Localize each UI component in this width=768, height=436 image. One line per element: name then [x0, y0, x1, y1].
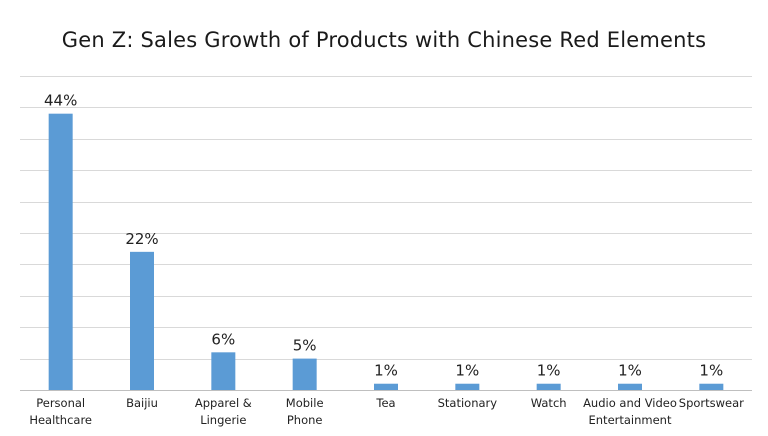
data-label: 44% — [44, 92, 77, 110]
data-label: 5% — [293, 337, 317, 355]
bar — [455, 383, 480, 390]
bars — [48, 113, 724, 391]
category-label: Stationary — [438, 396, 498, 410]
category-label: Tea — [375, 396, 395, 410]
bar — [618, 383, 642, 390]
category-label: Watch — [531, 396, 567, 410]
category-label: Apparel & Lingerie — [195, 396, 252, 427]
bar — [374, 383, 398, 390]
data-label: 1% — [374, 362, 398, 380]
bar — [292, 358, 317, 390]
chart-title: Gen Z: Sales Growth of Products with Chi… — [61, 28, 707, 52]
bar — [211, 352, 236, 390]
bar — [48, 113, 73, 391]
data-label: 1% — [618, 362, 642, 380]
bar — [536, 383, 561, 390]
category-label: Audio and Video Entertainment — [583, 396, 677, 427]
category-label: Baijiu — [126, 396, 158, 410]
bar — [699, 383, 724, 390]
data-label: 1% — [537, 362, 561, 380]
bar — [130, 251, 154, 390]
data-label: 6% — [211, 330, 235, 348]
category-label: Mobile Phone — [286, 396, 324, 427]
data-labels: 44% 22% 6% 5% 1% 1% 1% 1% 1% — [44, 92, 723, 380]
x-axis-labels: Personal Healthcare Baijiu Apparel & Lingeri… — [29, 396, 744, 427]
data-label: 1% — [455, 362, 479, 380]
data-label: 1% — [699, 362, 723, 380]
category-label: Personal Healthcare — [29, 396, 92, 427]
category-label: Sportswear — [679, 396, 744, 410]
data-label: 22% — [125, 230, 158, 248]
